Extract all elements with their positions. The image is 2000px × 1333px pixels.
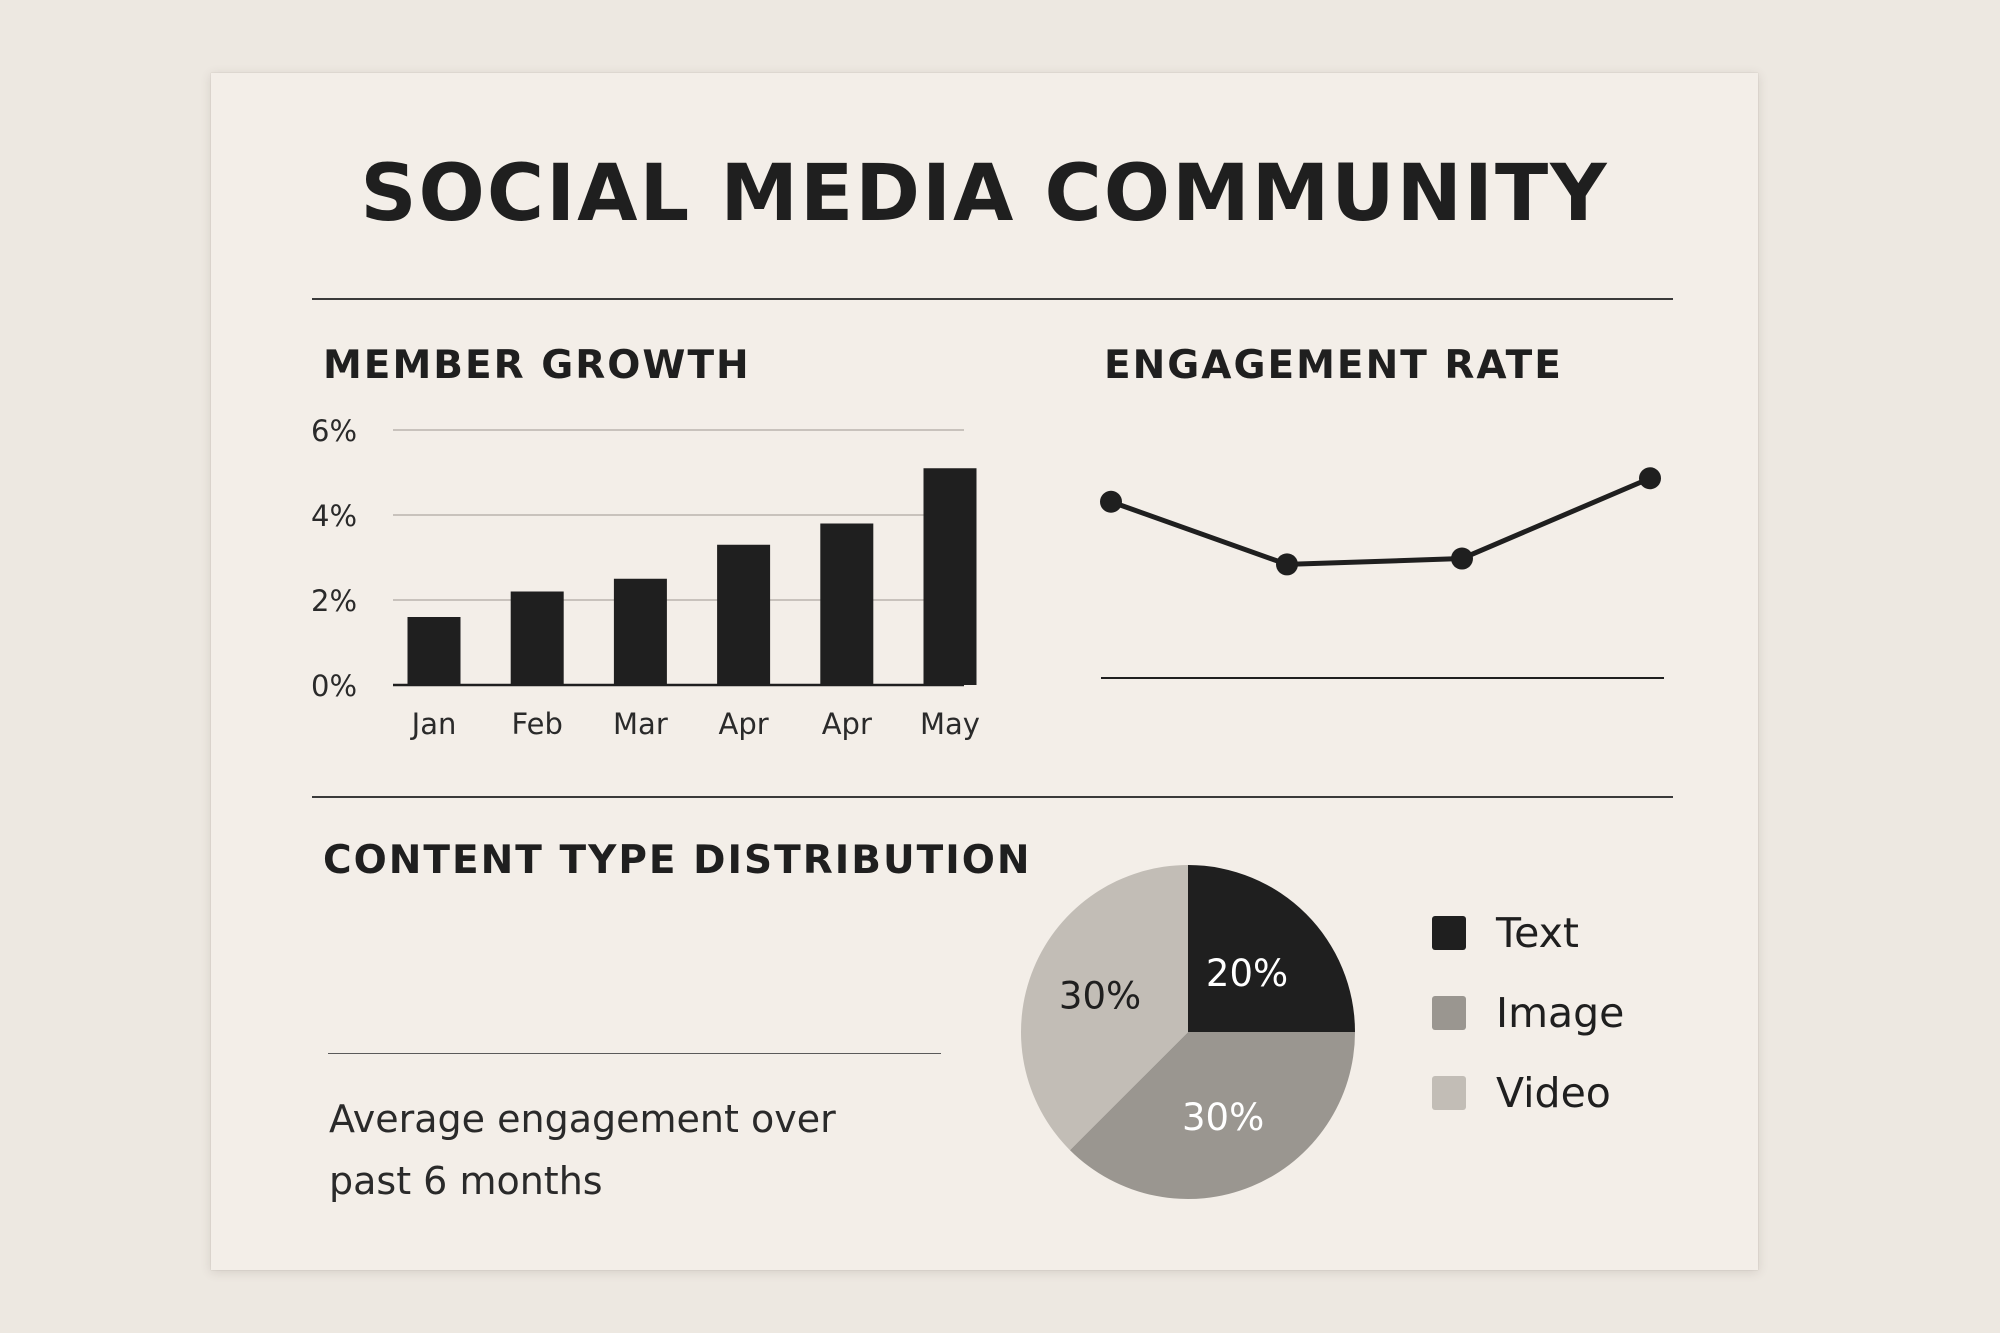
member-growth-chart: 0% 2% 4% 6% Jan Feb Mar Apr Apr May <box>311 414 980 741</box>
legend-item: Text <box>1432 909 1579 957</box>
line-point <box>1276 553 1298 576</box>
bar-x-tick-label: Apr <box>719 707 769 741</box>
bar-y-tick-label: 6% <box>311 414 357 448</box>
legend-item: Video <box>1432 1069 1611 1117</box>
bar-y-tick-label: 2% <box>311 584 357 618</box>
bar <box>613 578 667 685</box>
title-divider <box>312 298 1673 300</box>
bar-x-tick-label: May <box>920 707 980 741</box>
legend-swatch <box>1432 996 1466 1030</box>
section-divider <box>312 796 1673 798</box>
line-point <box>1451 547 1473 570</box>
engagement-rate-title: ENGAGEMENT RATE <box>1104 343 1563 388</box>
pie-slice <box>1021 865 1188 1151</box>
legend-label: Text <box>1496 909 1579 957</box>
bar <box>407 617 461 685</box>
legend-label: Image <box>1496 989 1625 1037</box>
engagement-note: Average engagement over past 6 months <box>329 1097 836 1203</box>
note-divider <box>328 1053 941 1054</box>
bar-x-tick-label: Feb <box>512 707 563 741</box>
legend-item: Image <box>1432 989 1624 1037</box>
legend-swatch <box>1432 916 1466 950</box>
bar-x-tick-label: Mar <box>613 707 668 741</box>
bar <box>923 468 977 685</box>
bar-x-tick-label: Jan <box>410 707 457 741</box>
bar-y-tick-label: 4% <box>311 499 357 533</box>
bar-y-tick-label: 0% <box>311 669 357 703</box>
pie-slice-label: 20% <box>1206 952 1288 995</box>
dashboard-card: SOCIAL MEDIA COMMUNITY MEMBER GROWTH ENG… <box>211 73 1758 1270</box>
member-growth-title: MEMBER GROWTH <box>323 343 751 388</box>
pie-slice-label: 30% <box>1182 1096 1264 1139</box>
bar <box>510 591 564 685</box>
legend-swatch <box>1432 1076 1466 1110</box>
content-type-pie: 20% 30% 30% <box>1021 865 1355 1199</box>
pie-legend: Text Image Video <box>1432 909 1732 1133</box>
page-title: SOCIAL MEDIA COMMUNITY <box>360 149 1609 239</box>
content-type-title: CONTENT TYPE DISTRIBUTION <box>323 838 1032 883</box>
line-point <box>1639 467 1661 490</box>
line-point <box>1100 490 1122 513</box>
pie-slice-label: 30% <box>1059 975 1141 1018</box>
bar <box>717 544 771 685</box>
legend-label: Video <box>1496 1069 1611 1117</box>
pie-slice <box>1069 1032 1355 1199</box>
engagement-line <box>1108 475 1653 567</box>
bar <box>820 523 874 685</box>
engagement-rate-chart <box>1100 467 1664 679</box>
bar-x-tick-label: Apr <box>822 707 872 741</box>
pie-slice <box>1188 865 1355 1032</box>
